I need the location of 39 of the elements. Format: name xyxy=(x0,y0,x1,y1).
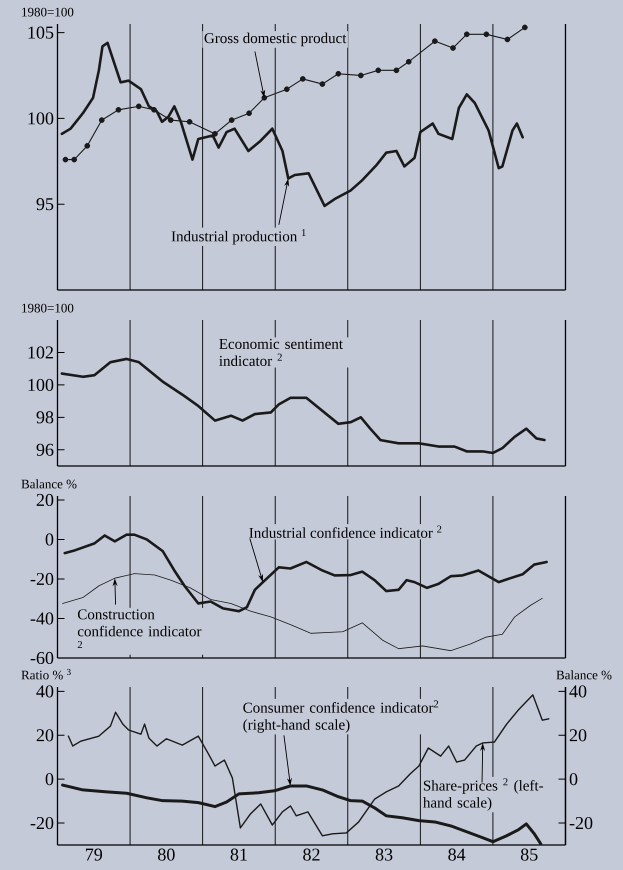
series-label: Industrial production $^{1}$ xyxy=(171,229,306,244)
y-tick-label: -20 xyxy=(30,816,54,830)
x-tick-label: 79 xyxy=(86,848,102,861)
x-tick-label: 80 xyxy=(158,848,174,861)
x-tick-label: 81 xyxy=(230,848,247,861)
y-axis-title: 1980=100 xyxy=(22,304,74,312)
y-tick-label: 100 xyxy=(28,378,54,391)
text: Consumer confidence indicator$^{2}$ (right-hand scale) xyxy=(243,700,438,733)
text: Share-prices $^{2}$ (left-hand scale) xyxy=(422,778,543,811)
y-axis-title: 1980=100 xyxy=(22,8,74,16)
y-tick-label: 105 xyxy=(28,26,54,39)
y-tick-label: -60 xyxy=(30,652,54,664)
x-tick-label: 83 xyxy=(376,848,392,861)
y-tick-label: 100 xyxy=(28,112,54,124)
y2-axis-title: Balance % xyxy=(556,670,612,680)
y2-tick-label: 0 xyxy=(569,773,578,786)
y-axis-title: Ratio % $^{3}$ xyxy=(21,668,70,680)
x-tick-label: 85 xyxy=(520,848,538,861)
y-tick-label: 98 xyxy=(36,411,54,424)
y2-tick-label: 40 xyxy=(569,685,586,698)
y-tick-label: 20 xyxy=(36,494,54,506)
y-tick-label: -40 xyxy=(30,612,54,625)
series-label: Construction confidence indicator 2 xyxy=(78,609,202,648)
y-tick-label: 40 xyxy=(36,685,54,698)
y-tick-label: 95 xyxy=(36,198,54,210)
y-tick-label: 96 xyxy=(36,444,54,456)
y2-tick-label: -20 xyxy=(569,816,592,830)
y-tick-label: 0 xyxy=(45,533,54,546)
text: Economic sentiment indicator $^{2}$ xyxy=(218,338,343,366)
y-tick-label: 20 xyxy=(36,729,54,742)
y-tick-label: 102 xyxy=(28,346,53,359)
x-tick-label: 82 xyxy=(302,848,320,861)
x-tick-label: 84 xyxy=(448,848,466,861)
text: Industrial confidence indicator $^{2}$ xyxy=(249,526,442,538)
y-axis-title: Balance % xyxy=(21,479,76,488)
series-label: Gross domestic product xyxy=(204,32,346,46)
y-tick-label: 0 xyxy=(45,773,54,786)
y2-tick-label: 20 xyxy=(570,729,586,742)
y-tick-label: -20 xyxy=(30,572,54,586)
